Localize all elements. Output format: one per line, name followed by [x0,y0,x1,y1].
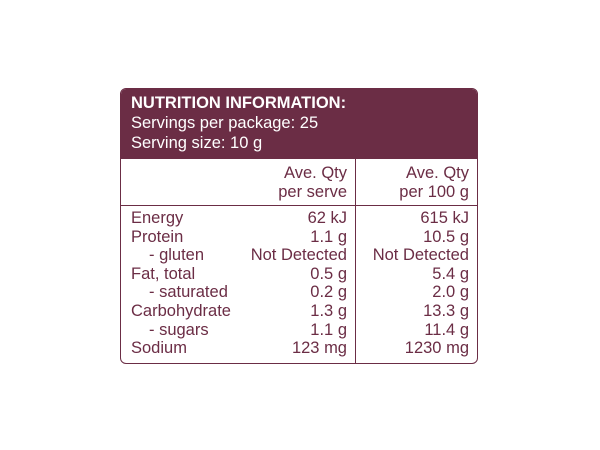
row-label: Carbohydrate [131,301,231,320]
column-divider [355,159,356,363]
column-header: Ave. Qty per serve Ave. Qty per 100 g [121,159,477,206]
panel-title: NUTRITION INFORMATION: [131,94,347,112]
row-label: Energy [131,209,184,227]
table-row: - sugars 1.1 g 11.4 g [121,321,477,340]
table-row: Protein 1.1 g 10.5 g [121,228,477,247]
row-label: - sugars [149,320,209,339]
table-body: Energy 62 kJ 615 kJ Protein 1.1 g 10.5 g- glu… [121,209,477,358]
table-row: - gluten Not Detected Not Detected [121,246,477,265]
cell-value: 5.4 g [432,264,469,283]
row-label: Sodium [131,339,187,358]
cell-value: 615 kJ [420,209,469,227]
column-heading-line: Ave. Qty [284,164,347,182]
row-label: Protein [131,227,184,246]
table-row: Carbohydrate 1.3 g 13.3 g [121,302,477,321]
column-heading-line: per 100 g [399,183,469,201]
cell-value: 62 kJ [307,209,347,227]
cell-value: 123 mg [291,339,347,358]
cell-value: 1.3 g [310,301,347,320]
cell-value: 1.1 g [310,320,347,339]
row-label: Fat, total [131,264,196,283]
column-heading: Ave. Qty per serve [278,164,347,202]
row-label: - gluten [149,246,205,265]
table-row: Energy 62 kJ 615 kJ [121,209,477,228]
header-line: Servings per package: 25 [131,114,319,132]
cell-value: 1.1 g [310,227,347,246]
cell-value: 2.0 g [432,283,469,302]
table-row: - saturated 0.2 g 2.0 g [121,283,477,302]
column-heading-line: Ave. Qty [406,164,469,182]
row-label: - saturated [149,283,228,302]
cell-value: 10.5 g [423,227,469,246]
cell-value: Not Detected [372,246,469,265]
column-heading: Ave. Qty per 100 g [399,164,469,202]
column-heading-line: per serve [278,183,347,201]
cell-value: 13.3 g [423,301,469,320]
table-row: Sodium 123 mg 1230 mg [121,339,477,358]
table-row: Fat, total 0.5 g 5.4 g [121,265,477,284]
panel-header: NUTRITION INFORMATION: Servings per pack… [121,89,477,159]
header-line: Serving size: 10 g [131,134,263,152]
nutrition-panel: NUTRITION INFORMATION: Servings per pack… [120,88,478,364]
cell-value: 0.2 g [310,283,347,302]
cell-value: 0.5 g [310,264,347,283]
cell-value: 11.4 g [424,320,469,339]
cell-value: Not Detected [250,246,347,265]
cell-value: 1230 mg [404,339,469,358]
